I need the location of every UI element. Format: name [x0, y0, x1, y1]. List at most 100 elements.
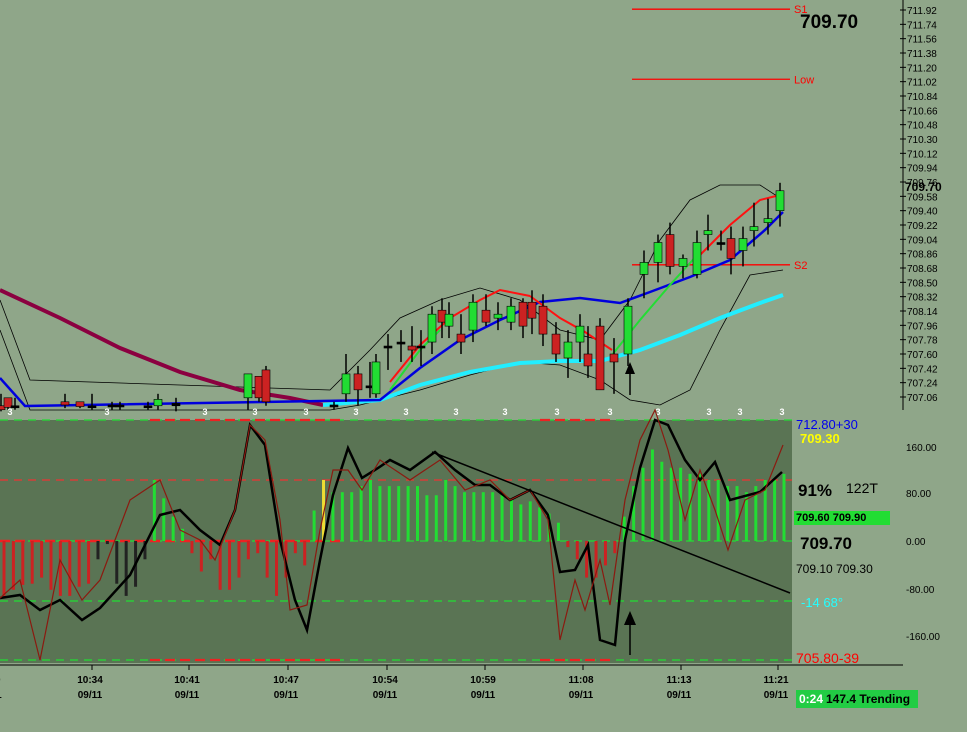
candle	[416, 330, 426, 366]
candle	[427, 306, 437, 354]
candle-body	[481, 309, 491, 323]
price-tick-label: 707.06	[907, 393, 938, 404]
candle-body	[665, 234, 675, 267]
candle	[396, 330, 406, 362]
candle	[749, 202, 759, 247]
candle	[329, 401, 339, 410]
candle-body	[243, 373, 253, 399]
bar-counter: 3	[403, 407, 408, 417]
candle	[481, 294, 491, 327]
candle-body	[738, 238, 748, 251]
bar-counter: 3	[104, 407, 109, 417]
candle	[518, 298, 528, 339]
osc-label-top-level: 712.80+30	[796, 417, 858, 432]
candle-body	[3, 397, 13, 408]
candle-body	[341, 373, 351, 395]
candle-body	[60, 401, 70, 406]
level-label-low: Low	[794, 74, 814, 86]
candle	[527, 290, 537, 335]
candle-body	[609, 353, 619, 363]
candle-body	[171, 403, 181, 407]
price-tick-label: 709.94	[907, 164, 938, 175]
status-bar: 0:24 147.4 Trending	[796, 690, 918, 708]
time-tick-label: 10:41	[174, 675, 200, 686]
candle	[115, 401, 125, 410]
date-tick-label: 09/11	[274, 690, 299, 701]
candle-body	[329, 404, 339, 408]
time-tick-label: 10:34	[77, 675, 103, 686]
date-tick-label: 09/11	[667, 690, 692, 701]
price-tick-label: 707.78	[907, 336, 938, 347]
trend-label: 147.4 Trending	[826, 692, 910, 706]
candle-body	[692, 242, 702, 275]
candle-body	[493, 313, 503, 319]
date-tick-label: 09/11	[471, 690, 496, 701]
date-tick-label: 09/11	[175, 690, 200, 701]
oscillator-axis: 160.00 80.00 0.00 -80.00 -160.00	[906, 443, 940, 643]
price-arrow-head	[625, 362, 635, 374]
bar-counter: 3	[706, 407, 711, 417]
price-panel: 711.92 711.74 711.56 711.38 711.20 711.02 710.…	[0, 0, 942, 417]
candle-body	[749, 226, 759, 231]
bar-counter: 3	[353, 407, 358, 417]
candle-body	[678, 258, 688, 267]
candle	[575, 314, 585, 362]
candle	[75, 401, 85, 409]
candle	[653, 234, 663, 283]
candle	[538, 294, 548, 347]
ma-long	[0, 288, 324, 407]
price-tick-label: 711.20	[907, 63, 937, 74]
candle-body	[371, 361, 381, 395]
price-axis: 711.92 711.74 711.56 711.38 711.20 711.02 710.…	[900, 0, 942, 410]
osc-tick-label: 80.00	[906, 489, 931, 500]
price-tick-label: 710.12	[907, 149, 938, 160]
bar-counter: 3	[655, 407, 660, 417]
level-label-s2: S2	[794, 260, 807, 272]
ma-fast-red	[389, 288, 531, 383]
candle-body	[75, 401, 85, 407]
candle-body	[506, 305, 516, 323]
time-tick-label: 10:54	[372, 675, 398, 686]
price-tick-label: 711.56	[907, 35, 937, 46]
price-tick-label: 708.50	[907, 278, 938, 289]
candle	[738, 226, 748, 267]
bar-counter: 3	[779, 407, 784, 417]
candle	[506, 298, 516, 331]
candle	[87, 393, 97, 410]
price-tick-label: 707.42	[907, 364, 938, 375]
candle-body	[703, 230, 713, 235]
osc-label-angle: -14 68°	[801, 595, 843, 610]
candle-body	[353, 373, 363, 391]
price-tick-label: 709.58	[907, 192, 938, 203]
candle-body	[763, 218, 773, 223]
price-tick-label: 710.84	[907, 92, 938, 103]
candle	[0, 393, 6, 412]
price-tick-label: 710.66	[907, 106, 938, 117]
candle	[563, 330, 573, 378]
price-tick-label: 707.24	[907, 379, 938, 390]
date-tick-label: /11	[0, 690, 2, 701]
candle-body	[456, 333, 466, 343]
price-tick-label: 709.22	[907, 221, 938, 232]
candle	[493, 302, 503, 331]
candle	[60, 393, 70, 409]
candle	[3, 397, 13, 410]
osc-tick-label: 0.00	[906, 537, 926, 548]
bar-counter: 3	[554, 407, 559, 417]
candle-body	[407, 345, 417, 351]
candle	[665, 222, 675, 275]
osc-main-line	[0, 418, 783, 647]
price-tick-label: 708.14	[907, 307, 938, 318]
candle-body	[396, 341, 406, 345]
candle	[678, 254, 688, 279]
envelope-lower	[0, 269, 784, 411]
candle-body	[416, 345, 426, 349]
osc-label-bottom-level: 705.80-39	[796, 650, 859, 666]
candle	[407, 326, 417, 362]
osc-label-ticks: 122T	[846, 480, 878, 496]
candle-body	[153, 399, 163, 407]
candle	[551, 322, 561, 362]
